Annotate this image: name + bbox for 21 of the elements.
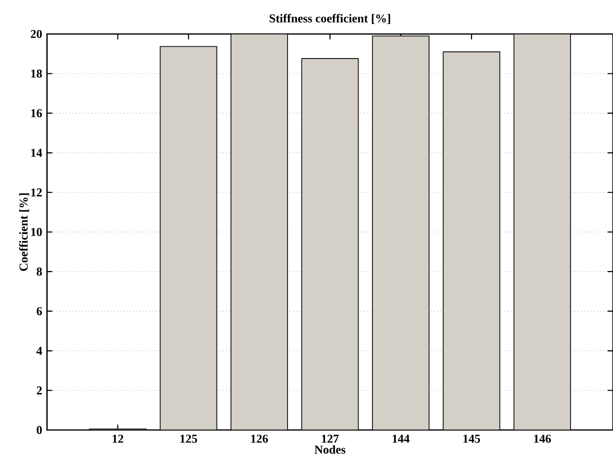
x-tick-label: 12	[112, 434, 124, 443]
y-tick-label: 0	[36, 426, 42, 434]
chart-title: Stiffness coefficient [%]	[270, 14, 390, 24]
x-tick-label: 127	[322, 434, 339, 443]
y-tick-label: 16	[31, 109, 42, 118]
y-tick-label: 14	[31, 148, 42, 157]
y-tick-label: 6	[36, 307, 42, 316]
y-tick-label: 10	[31, 228, 42, 236]
y-tick-label: 8	[36, 268, 42, 276]
x-tick-label: 145	[463, 434, 480, 443]
y-tick-label: 12	[31, 188, 42, 196]
y-tick-label: 4	[36, 346, 42, 355]
x-axis-title: Nodes	[314, 445, 346, 454]
x-tick-label: 144	[392, 434, 410, 443]
y-tick-label: 2	[36, 386, 42, 394]
x-tick-label: 126	[251, 434, 268, 443]
y-tick-label: 20	[30, 30, 42, 38]
x-tick-label: 146	[534, 434, 551, 443]
y-axis-title: Coefficient [%]	[19, 193, 30, 271]
y-tick-label: 18	[31, 70, 42, 78]
x-tick-label: 125	[180, 434, 198, 443]
